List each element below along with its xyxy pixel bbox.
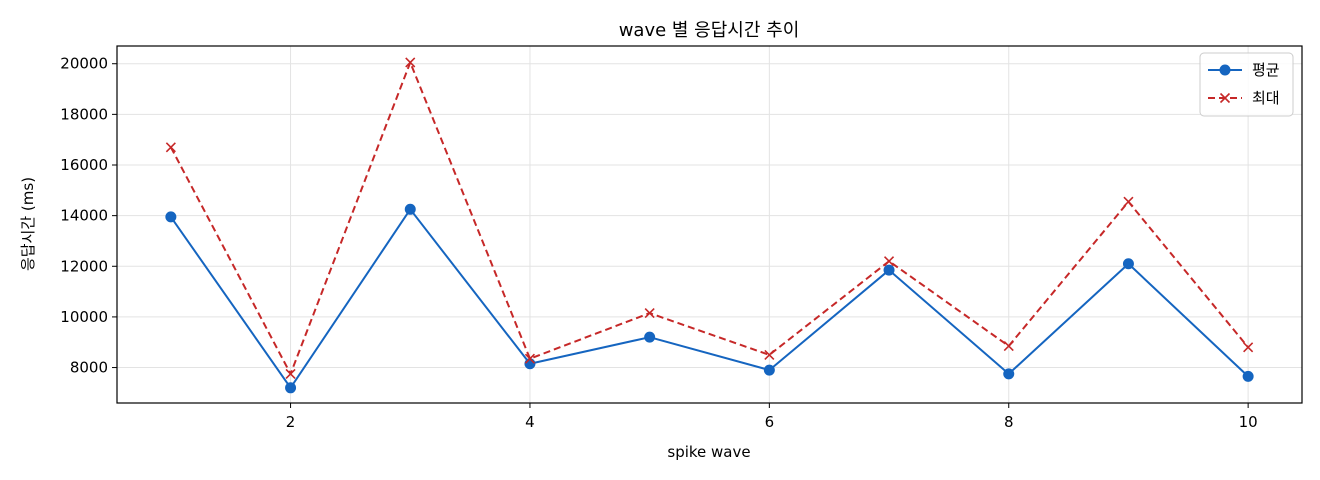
data-point	[883, 264, 895, 276]
y-axis-label: 응답시간 (ms)	[19, 177, 37, 271]
x-tick-label: 2	[286, 413, 296, 431]
y-tick-label: 8000	[70, 359, 108, 377]
x-tick-label: 4	[525, 413, 535, 431]
data-point	[165, 142, 176, 153]
chart-title: wave 별 응답시간 추이	[619, 20, 800, 41]
data-point	[644, 308, 655, 319]
data-point-stroke	[165, 142, 176, 153]
data-point	[1219, 64, 1231, 76]
data-point-stroke	[1003, 340, 1014, 352]
x-tick-label: 10	[1239, 413, 1258, 431]
y-tick-label: 18000	[60, 105, 108, 123]
plot-frame	[116, 45, 1303, 404]
grid	[117, 46, 1302, 403]
y-tick-label: 12000	[60, 257, 108, 275]
y-tick-label: 14000	[60, 207, 108, 225]
series-line	[170, 208, 1249, 389]
data-point	[524, 358, 536, 370]
y-axis: 8000 10000 12000 14000 16000 18000 20000	[60, 55, 117, 377]
data-point	[1003, 368, 1015, 380]
data-point-stroke	[764, 349, 775, 360]
series-line	[169, 61, 1249, 375]
y-tick-label: 16000	[60, 156, 108, 174]
x-tick-label: 6	[765, 413, 775, 431]
data-point	[1003, 340, 1014, 352]
data-point-stroke	[405, 57, 416, 68]
x-axis-label: spike wave	[667, 443, 750, 461]
data-point-stroke	[1219, 92, 1231, 104]
data-point	[1242, 370, 1254, 382]
data-point-stroke	[644, 308, 655, 319]
data-point	[644, 331, 656, 343]
data-point	[764, 349, 775, 360]
legend-label: 평균	[1252, 61, 1280, 79]
data-point	[285, 382, 297, 394]
data-point	[763, 364, 775, 376]
legend-label: 최대	[1252, 89, 1280, 107]
x-axis: 2 4 6 8 10	[286, 403, 1258, 431]
series-group	[165, 57, 1254, 394]
data-point-stroke	[883, 256, 895, 267]
data-point	[883, 256, 895, 267]
data-point	[1219, 92, 1231, 104]
data-point	[404, 203, 416, 215]
data-point	[285, 368, 296, 379]
data-point-stroke	[1123, 196, 1134, 207]
y-tick-label: 20000	[60, 55, 108, 73]
x-tick-label: 8	[1004, 413, 1014, 431]
data-point	[1122, 258, 1134, 270]
data-point	[1243, 342, 1254, 353]
data-point-stroke	[285, 368, 296, 379]
data-point	[1123, 196, 1134, 207]
data-point	[405, 57, 416, 68]
data-point-stroke	[524, 353, 536, 364]
y-tick-label: 10000	[60, 308, 108, 326]
data-point	[165, 211, 177, 223]
data-point	[524, 353, 536, 364]
data-point-stroke	[1243, 342, 1254, 353]
